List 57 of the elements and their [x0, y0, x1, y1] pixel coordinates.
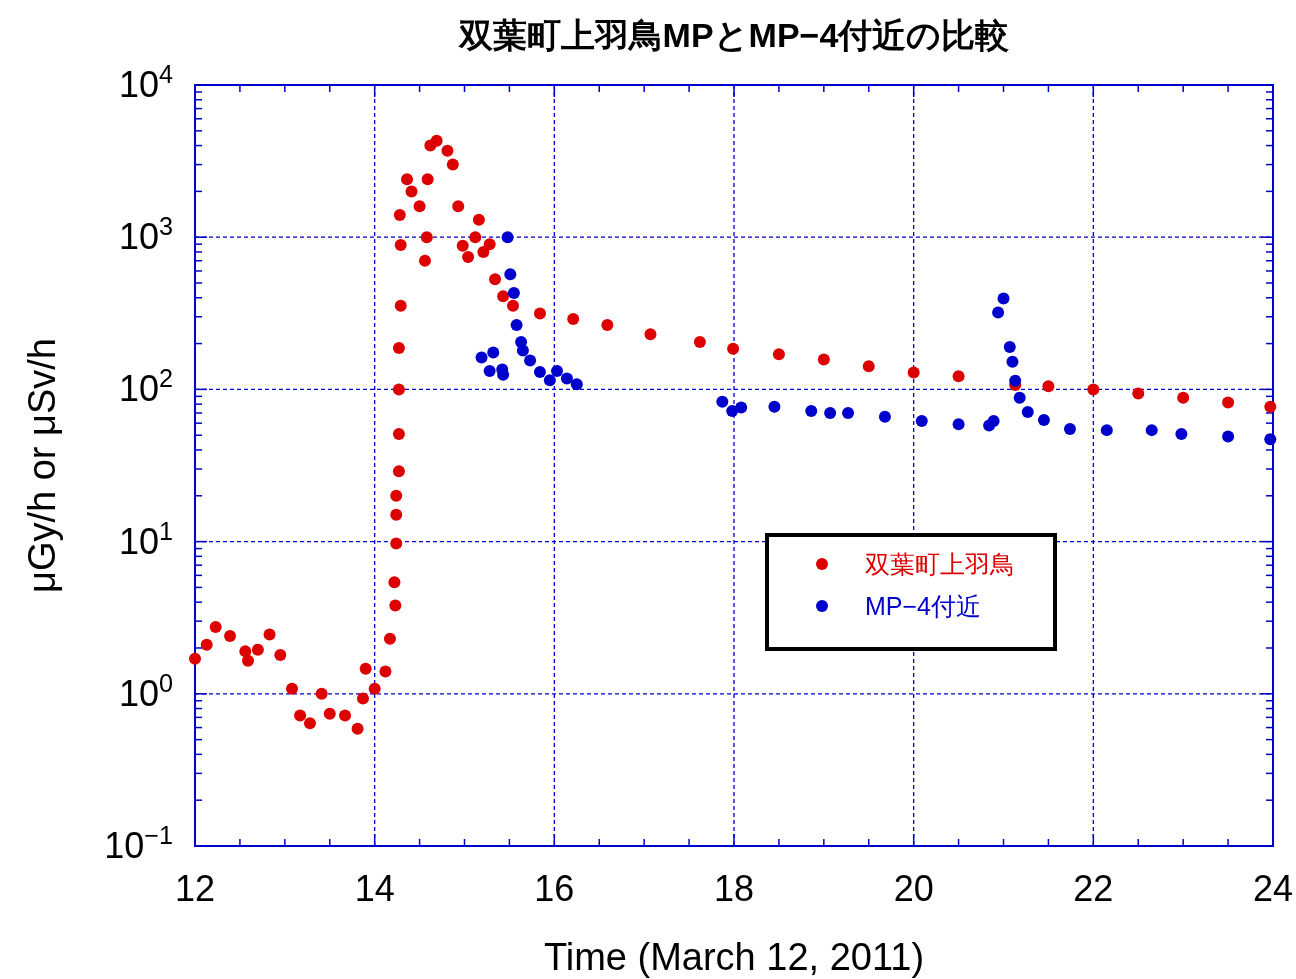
- x-tick-label: 12: [174, 868, 216, 909]
- point: [735, 401, 748, 414]
- point: [878, 410, 891, 423]
- x-tick-label: 22: [1073, 868, 1114, 909]
- point: [1003, 340, 1016, 353]
- point: [824, 406, 837, 419]
- point: [533, 366, 546, 379]
- point: [805, 405, 818, 418]
- point: [987, 415, 1000, 427]
- x-tick-label: 24: [1252, 868, 1294, 909]
- point: [1013, 391, 1026, 404]
- point: [992, 306, 1005, 319]
- point: [501, 231, 514, 244]
- point: [516, 344, 529, 357]
- point: [952, 418, 965, 431]
- point: [1264, 433, 1277, 446]
- x-tick-label: 18: [713, 868, 755, 909]
- point: [483, 365, 496, 378]
- point: [504, 268, 517, 281]
- chart-title: 双葉町上羽鳥MPとMP−4付近の比較: [457, 16, 1010, 54]
- point: [1006, 355, 1019, 368]
- point: [524, 354, 537, 367]
- point: [510, 318, 523, 331]
- point: [551, 365, 564, 378]
- y-axis-title: μGy/h or μSv/h: [21, 338, 63, 593]
- point: [1145, 424, 1158, 437]
- y-tick-label: 10$^{4}$: [118, 60, 173, 105]
- point: [543, 374, 556, 387]
- point: [726, 405, 739, 418]
- point: [915, 415, 928, 427]
- point: [1021, 406, 1034, 419]
- point: [1009, 374, 1022, 387]
- point: [1175, 427, 1188, 440]
- point: [1063, 422, 1076, 435]
- point: [997, 292, 1010, 305]
- y-tick-label: 10$^{1}$: [118, 516, 173, 562]
- point: [1222, 430, 1235, 443]
- y-tick-label: 10$^{2}$: [118, 364, 173, 410]
- point: [768, 400, 781, 413]
- y-tick-label: 10$^{−1}$: [104, 821, 173, 866]
- y-tick-label: 10$^{3}$: [118, 212, 173, 258]
- point: [560, 372, 573, 385]
- y-tick-label: 10$^{0}$: [118, 668, 173, 714]
- point: [507, 286, 520, 299]
- point: [475, 351, 488, 364]
- x-tick-label: 14: [354, 868, 395, 909]
- point: [570, 378, 583, 391]
- point: [487, 346, 500, 359]
- point: [1100, 424, 1113, 437]
- point: [1037, 413, 1050, 426]
- legend-label: 双葉町上羽鳥: [865, 550, 1015, 578]
- x-tick-label: 16: [534, 868, 575, 909]
- x-axis-title: Time (March 12, 2011): [543, 936, 925, 978]
- x-tick-label: 20: [893, 868, 934, 909]
- point: [716, 395, 729, 408]
- point: [842, 406, 855, 419]
- legend-label: MP−4付近: [865, 592, 982, 620]
